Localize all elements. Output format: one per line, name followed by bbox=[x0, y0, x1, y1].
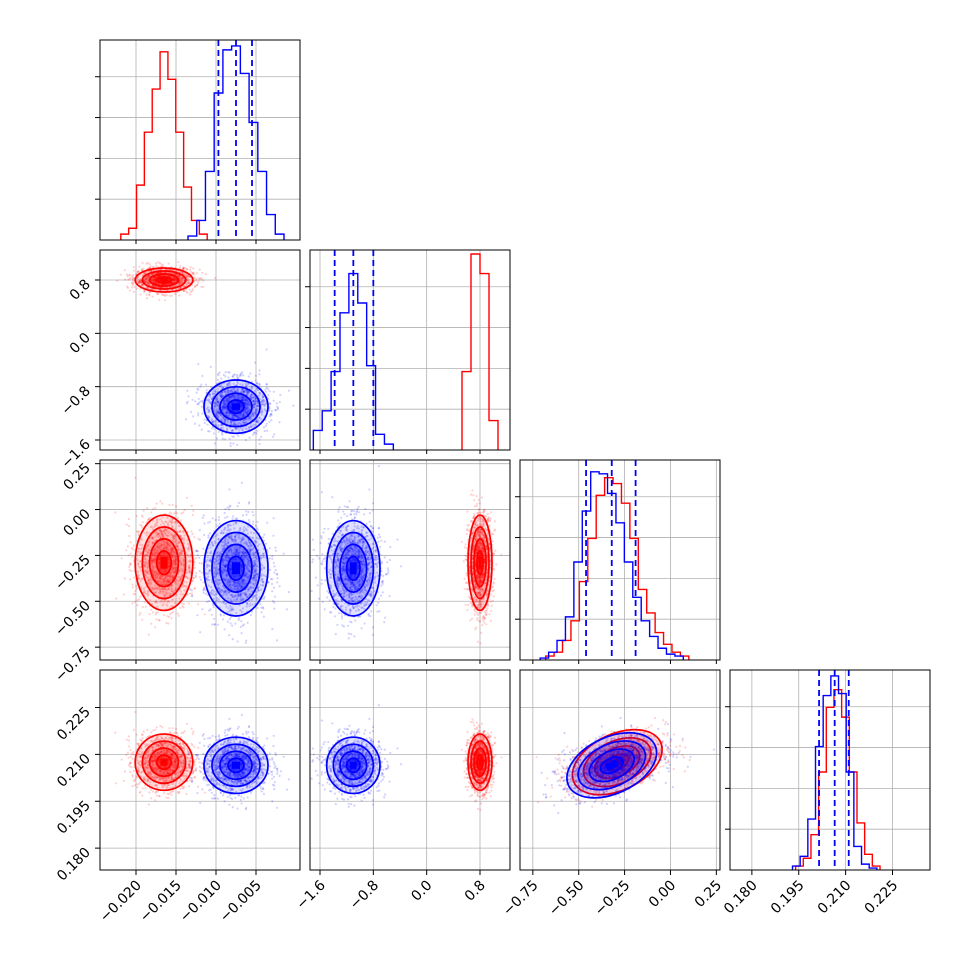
scatter-panel-0-2: −0.75−0.50−0.250.000.25 bbox=[52, 459, 301, 686]
x-tick-label: −0.25 bbox=[592, 878, 634, 920]
panel-content bbox=[114, 711, 290, 811]
x-tick-label: 0.8 bbox=[462, 878, 489, 905]
panel-frame bbox=[519, 669, 721, 871]
y-tick-label: 0.195 bbox=[54, 798, 94, 838]
contour-group-0 bbox=[467, 733, 493, 792]
x-tick-label: 0.180 bbox=[721, 878, 761, 918]
y-tick-label: −0.8 bbox=[58, 383, 93, 418]
density-peak bbox=[232, 761, 240, 769]
panel-content bbox=[310, 704, 503, 811]
density-peak bbox=[160, 758, 168, 766]
y-tick-label: −0.75 bbox=[52, 644, 94, 686]
density-peak bbox=[160, 556, 168, 569]
contour-group-0 bbox=[134, 267, 194, 293]
density-peak bbox=[478, 556, 482, 569]
y-tick-label: 0.180 bbox=[54, 845, 94, 885]
y-tick-label: 0.0 bbox=[67, 330, 94, 357]
density-peak bbox=[604, 759, 619, 772]
panel-frame bbox=[309, 459, 511, 661]
contour-group-1 bbox=[203, 736, 269, 795]
panel-frame bbox=[99, 459, 301, 661]
x-tick-label: 0.225 bbox=[862, 878, 902, 918]
panel-content bbox=[116, 261, 295, 447]
x-tick-label: 0.00 bbox=[646, 878, 679, 911]
panel-frame bbox=[729, 669, 931, 871]
scatter-panel-0-3: 0.180 0.195 0.210 0.225 −0.020−0.015−0.010−0… bbox=[54, 669, 301, 926]
contour-group-0 bbox=[134, 514, 194, 612]
y-tick-label: 0.8 bbox=[67, 277, 94, 304]
x-tick-label: 0.210 bbox=[815, 878, 855, 918]
x-tick-label: −0.010 bbox=[177, 878, 225, 926]
histogram-series-0 bbox=[794, 688, 881, 870]
y-tick-label: −0.50 bbox=[52, 598, 94, 640]
contour-group-1 bbox=[203, 519, 269, 617]
histogram-series-0 bbox=[544, 477, 690, 660]
y-tick-label: −0.25 bbox=[52, 552, 94, 594]
contour-group-0 bbox=[134, 733, 194, 792]
contour-group-1 bbox=[203, 379, 269, 435]
scatter-panel-2-3: −0.75 −0.50 −0.25 0.00 0.25 bbox=[500, 669, 725, 920]
panel-content bbox=[535, 716, 716, 815]
scatter-panel-0-1: −1.6−0.80.00.8 bbox=[58, 249, 301, 472]
panel-frame bbox=[99, 39, 301, 241]
histogram-panel-3: 0.180 0.195 0.210 0.225 bbox=[721, 669, 931, 918]
density-peak bbox=[232, 562, 240, 575]
contour-group-0 bbox=[467, 514, 493, 612]
panel-content bbox=[310, 465, 503, 645]
panel-content bbox=[120, 40, 285, 240]
x-tick-label: −0.005 bbox=[217, 878, 265, 926]
histogram-panel-0 bbox=[95, 39, 301, 244]
density-peak bbox=[350, 761, 357, 769]
panel-frame bbox=[99, 249, 301, 451]
density-peak bbox=[232, 403, 240, 410]
density-peak bbox=[350, 562, 357, 575]
panel-content bbox=[791, 670, 881, 870]
x-tick-label: 0.195 bbox=[768, 878, 808, 918]
x-tick-label: −0.50 bbox=[546, 878, 588, 920]
scatter-panel-1-2 bbox=[309, 459, 511, 664]
panel-content bbox=[312, 250, 499, 450]
contour-group-1 bbox=[566, 731, 658, 799]
panel-frame bbox=[519, 459, 721, 661]
x-tick-label: −0.8 bbox=[347, 878, 382, 913]
histogram-panel-2 bbox=[515, 459, 721, 664]
panel-frame bbox=[309, 669, 511, 871]
histogram-series-0 bbox=[461, 253, 499, 450]
contour-group-1 bbox=[325, 736, 381, 795]
panel-content bbox=[539, 460, 690, 660]
density-peak bbox=[478, 758, 482, 766]
x-tick-label: −0.020 bbox=[97, 878, 145, 926]
x-tick-label: −0.75 bbox=[500, 878, 542, 920]
x-tick-label: −1.6 bbox=[293, 877, 328, 912]
panel-content bbox=[114, 476, 290, 644]
panel-frame bbox=[99, 669, 301, 871]
contour-group-1 bbox=[325, 519, 381, 617]
y-tick-label: 0.210 bbox=[54, 751, 94, 791]
histogram-panel-1 bbox=[305, 249, 511, 454]
x-tick-label: 0.0 bbox=[408, 878, 435, 905]
histogram-series-0 bbox=[120, 51, 208, 240]
panel-frame bbox=[309, 249, 511, 451]
density-peak bbox=[160, 278, 168, 282]
scatter-panel-1-3: −1.6 −0.8 0.0 0.8 bbox=[293, 669, 511, 913]
y-tick-label: 0.00 bbox=[60, 506, 93, 539]
y-tick-label: 0.225 bbox=[54, 704, 94, 744]
x-tick-label: −0.015 bbox=[137, 878, 185, 926]
